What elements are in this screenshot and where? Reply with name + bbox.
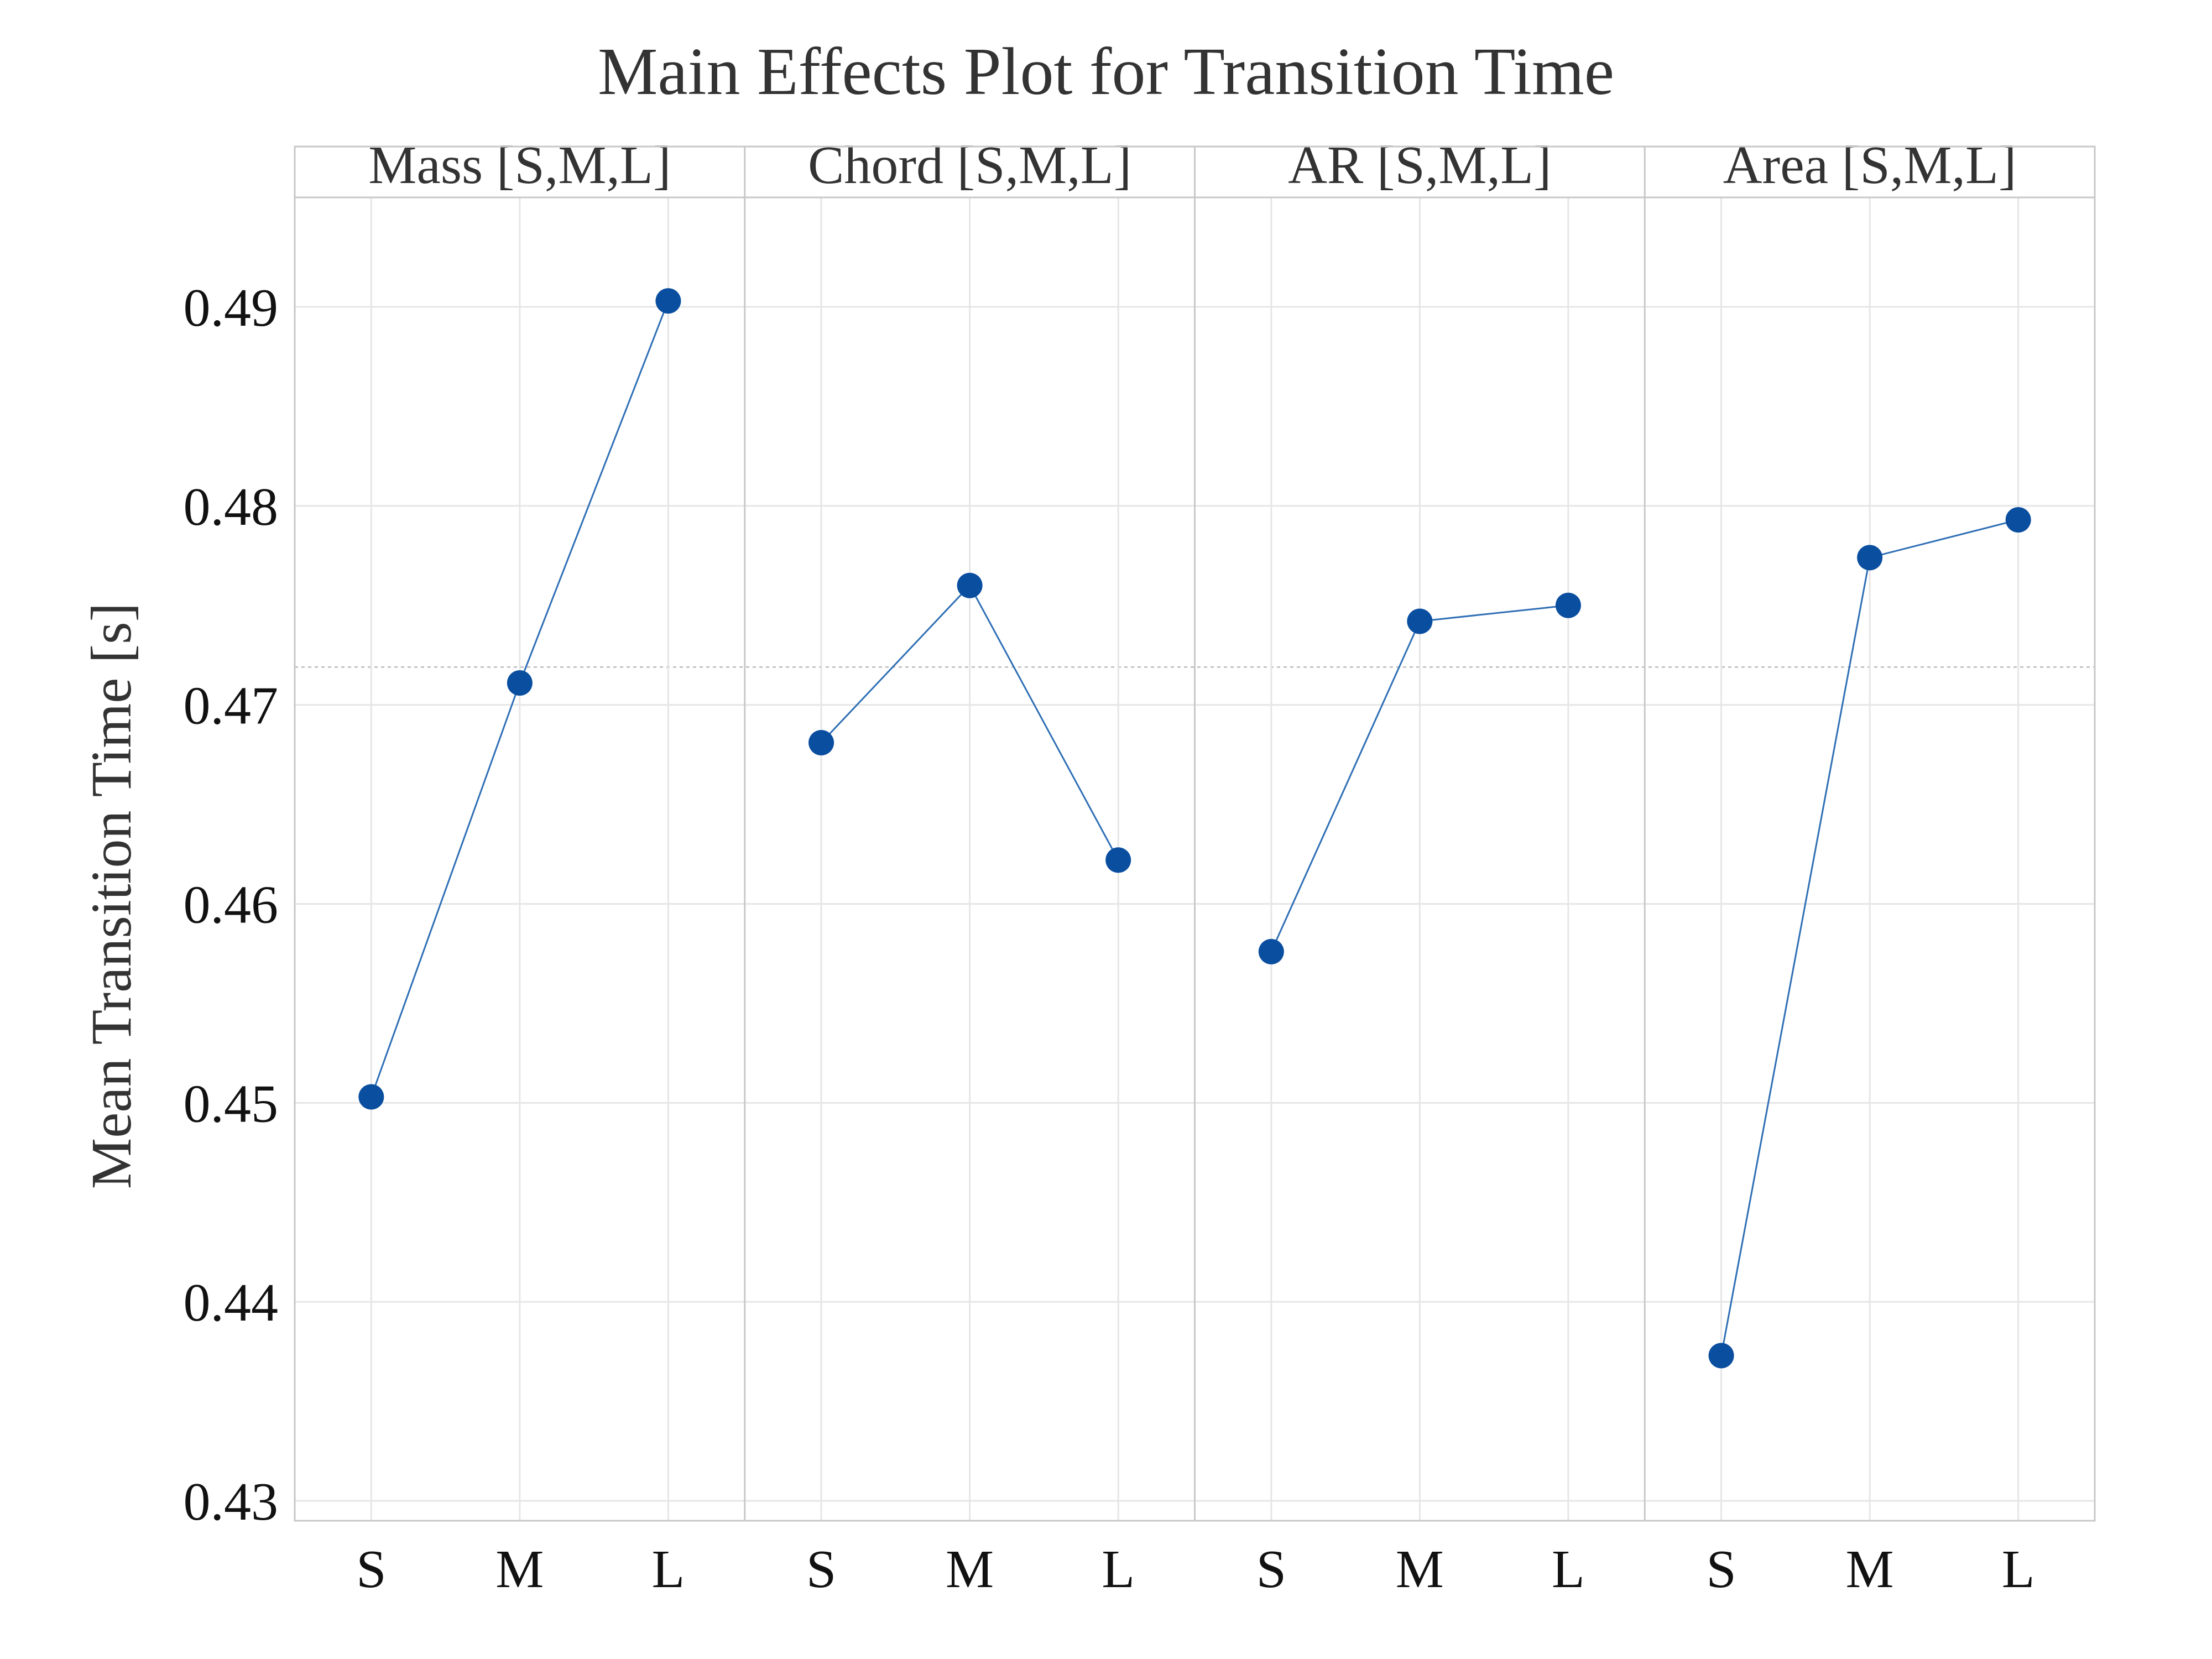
x-tick-label: S	[1706, 1540, 1736, 1599]
data-point	[507, 670, 533, 696]
chart-title: Main Effects Plot for Transition Time	[598, 34, 1614, 109]
panel-2: Chord [S,M,L] S M L	[744, 135, 1135, 1599]
x-tick-label: S	[806, 1540, 837, 1599]
x-tick-label: S	[356, 1540, 387, 1599]
data-point	[957, 572, 983, 598]
data-point	[358, 1084, 384, 1110]
data-point	[1555, 592, 1581, 618]
x-tick-label: L	[2002, 1540, 2035, 1599]
y-tick-label: 0.46	[184, 875, 279, 935]
y-tick-label: 0.48	[184, 477, 279, 537]
plot-frame	[294, 145, 2096, 1522]
panel-4: Area [S,M,L] S M L	[1644, 135, 2035, 1599]
panel-label: AR [S,M,L]	[1288, 135, 1551, 195]
panel-label: Chord [S,M,L]	[808, 135, 1131, 195]
panel-label: Mass [S,M,L]	[368, 135, 671, 195]
data-point	[1258, 938, 1284, 964]
x-tick-label: L	[1102, 1540, 1135, 1599]
data-point	[1105, 847, 1131, 873]
y-tick-label: 0.45	[184, 1074, 279, 1134]
data-point	[655, 288, 681, 314]
panel-1: Mass [S,M,L] S M L	[356, 135, 685, 1599]
y-tick-label: 0.49	[184, 278, 279, 338]
data-point	[1407, 608, 1433, 634]
y-tick-label: 0.43	[184, 1472, 279, 1532]
panel-3: AR [S,M,L] S M L	[1194, 135, 1585, 1599]
x-tick-label: M	[495, 1540, 544, 1599]
data-point	[2005, 507, 2031, 533]
x-tick-label: M	[1396, 1540, 1444, 1599]
y-tick-label: 0.44	[184, 1273, 279, 1333]
x-tick-label: M	[1846, 1540, 1894, 1599]
y-tick-label: 0.47	[184, 676, 279, 736]
data-point	[1857, 545, 1883, 571]
y-axis-label: Mean Transition Time [s]	[80, 603, 143, 1189]
panel-label: Area [S,M,L]	[1723, 135, 2017, 195]
x-tick-label: S	[1256, 1540, 1287, 1599]
plot-area: 0.43 0.44 0.45 0.46 0.47 0.48 0.49 Mass [S,M,L]…	[184, 135, 2096, 1599]
data-point	[1708, 1343, 1734, 1369]
x-tick-label: L	[651, 1540, 685, 1599]
x-tick-label: M	[946, 1540, 994, 1599]
x-tick-label: L	[1552, 1540, 1585, 1599]
data-point	[808, 729, 834, 755]
